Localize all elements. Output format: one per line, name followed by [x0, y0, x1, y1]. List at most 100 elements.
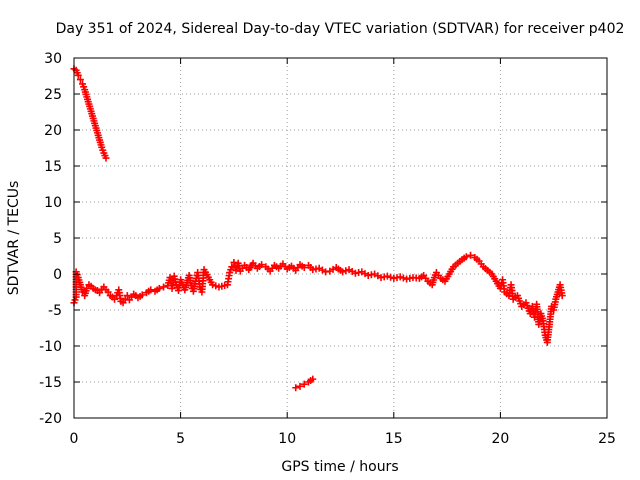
plot-frame: [73, 57, 608, 419]
data-point: [251, 262, 259, 270]
data-point: [79, 80, 87, 88]
data-point: [79, 288, 87, 296]
data-point: [227, 266, 235, 274]
data-point: [73, 271, 81, 279]
data-point: [138, 291, 146, 299]
x-tick-label: 25: [598, 431, 616, 447]
data-point: [98, 285, 106, 293]
data-point: [262, 263, 270, 271]
y-tick-label: 10: [44, 195, 62, 211]
data-point: [241, 261, 249, 269]
data-point: [524, 304, 532, 312]
data-point: [481, 265, 489, 273]
data-point: [361, 270, 369, 278]
y-tick-label: -15: [39, 375, 62, 391]
data-point: [71, 296, 79, 304]
data-point: [206, 276, 214, 284]
data-point: [439, 276, 447, 284]
data-point: [100, 283, 108, 291]
data-point: [558, 292, 566, 300]
data-point: [491, 275, 499, 283]
data-point: [452, 261, 460, 269]
data-point: [243, 264, 251, 272]
data-point: [248, 261, 256, 269]
data-point: [246, 264, 254, 272]
data-point: [430, 274, 438, 282]
data-point: [475, 257, 483, 265]
y-tick-label: 0: [53, 267, 62, 283]
data-point: [117, 297, 125, 305]
data-point: [258, 261, 266, 269]
data-point: [300, 380, 308, 388]
data-point: [212, 282, 220, 290]
data-point: [342, 267, 350, 275]
data-point: [96, 289, 104, 297]
data-point: [287, 262, 295, 270]
data-point: [147, 286, 155, 294]
data-point: [424, 277, 432, 285]
data-point: [479, 263, 487, 271]
data-point: [136, 292, 144, 300]
data-point: [268, 264, 276, 272]
data-point: [209, 281, 217, 289]
data-point: [383, 272, 391, 280]
data-point: [253, 264, 261, 272]
data-point: [98, 143, 106, 151]
data-point: [345, 266, 353, 274]
data-point: [296, 261, 304, 269]
data-point: [178, 278, 186, 286]
x-tick-label: 10: [278, 431, 296, 447]
data-point: [238, 264, 246, 272]
data-point: [200, 266, 208, 274]
data-point: [332, 264, 340, 272]
data-point: [106, 292, 114, 300]
data-point: [415, 274, 423, 282]
data-point: [99, 146, 107, 154]
x-tick-label: 15: [385, 431, 403, 447]
data-point: [471, 253, 479, 261]
data-point: [270, 261, 278, 269]
data-point: [89, 284, 97, 292]
data-point: [100, 149, 108, 157]
data-point: [104, 288, 112, 296]
data-point: [245, 266, 253, 274]
y-tick-label: 15: [44, 159, 62, 175]
data-point: [329, 265, 337, 273]
data-point: [339, 268, 347, 276]
data-point: [523, 302, 531, 309]
y-tick-label: 20: [44, 123, 62, 139]
data-point: [228, 263, 236, 271]
data-point: [142, 289, 150, 297]
data-point: [518, 302, 526, 310]
data-point: [111, 295, 119, 303]
data-point: [275, 264, 283, 272]
data-point: [307, 377, 315, 385]
data-point: [348, 267, 356, 275]
data-point: [292, 384, 300, 392]
data-point: [121, 295, 129, 303]
x-tick-label: 0: [70, 431, 79, 447]
data-point: [516, 297, 524, 305]
grid-lines: [74, 58, 607, 418]
data-point: [236, 267, 244, 275]
x-tick-label: 5: [176, 431, 185, 447]
y-tick-label: 25: [44, 87, 62, 103]
data-point: [334, 265, 342, 273]
data-point: [477, 260, 485, 268]
data-point: [177, 276, 185, 284]
data-point: [358, 268, 366, 276]
data-point: [374, 272, 382, 280]
x-tick-label: 20: [491, 431, 509, 447]
data-point: [226, 269, 234, 277]
data-point: [279, 260, 287, 268]
data-point: [179, 281, 187, 289]
data-point: [305, 378, 313, 386]
data-point: [74, 71, 82, 79]
data-point: [442, 275, 450, 283]
data-point: [101, 152, 109, 160]
data-point: [119, 299, 127, 307]
data-point: [399, 274, 407, 282]
data-point: [494, 280, 502, 288]
data-marks: [70, 65, 566, 392]
